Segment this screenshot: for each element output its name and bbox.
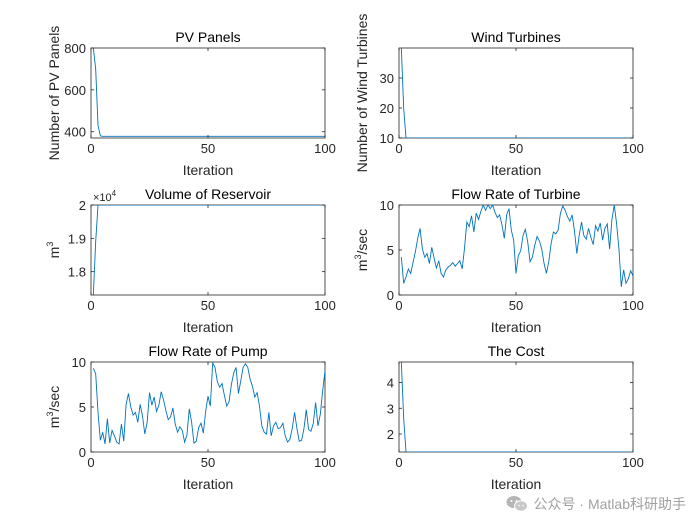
chart-title: Volume of Reservoir bbox=[145, 186, 271, 202]
x-tick-label: 50 bbox=[201, 141, 215, 156]
x-tick-label: 100 bbox=[622, 298, 644, 313]
x-tick-label: 100 bbox=[622, 455, 644, 470]
y-axis-label: m3/sec bbox=[353, 229, 370, 271]
y-axis-label: Number of PV Panels bbox=[46, 26, 62, 161]
x-axis-label: Iteration bbox=[183, 319, 234, 335]
y-tick-label: 1.8 bbox=[68, 265, 86, 280]
y-axis-label: m3/sec bbox=[45, 386, 62, 428]
x-tick-label: 0 bbox=[395, 455, 402, 470]
subplot-2: 0 50 100 10 20 30 Wind Turbines Iteration Number… bbox=[354, 14, 644, 178]
y-tick-label: 2 bbox=[387, 427, 394, 442]
x-axis-label: Iteration bbox=[491, 162, 542, 178]
x-tick-label: 50 bbox=[509, 455, 523, 470]
x-tick-label: 0 bbox=[395, 141, 402, 156]
chart-title: The Cost bbox=[488, 343, 545, 359]
x-tick-label: 100 bbox=[622, 141, 644, 156]
y-tick-label: 0 bbox=[79, 445, 86, 460]
subplot-1: 0 50 100 400 600 800 PV Panels Iteration Number … bbox=[46, 26, 336, 178]
y-exponent-label: ×104 bbox=[93, 189, 117, 204]
x-tick-label: 50 bbox=[201, 455, 215, 470]
y-tick-label: 30 bbox=[380, 71, 394, 86]
subplot-3: 0 50 100 1.8 1.9 2 Volume of Reservoir Iteratio… bbox=[45, 186, 336, 335]
y-tick-label: 5 bbox=[387, 243, 394, 258]
data-series-line bbox=[92, 362, 325, 445]
x-tick-label: 100 bbox=[314, 455, 336, 470]
subplot-5: 0 50 100 0 5 10 Flow Rate of Pump Iteration m3/s… bbox=[45, 343, 336, 492]
chart-title: Wind Turbines bbox=[471, 29, 560, 45]
axes-box bbox=[398, 361, 634, 453]
axes-box bbox=[90, 204, 326, 296]
x-tick-label: 0 bbox=[395, 298, 402, 313]
x-tick-label: 50 bbox=[201, 298, 215, 313]
watermark: 公众号 · Matlab科研助手 bbox=[506, 493, 686, 515]
y-tick-label: 4 bbox=[387, 376, 394, 391]
x-axis-label: Iteration bbox=[491, 319, 542, 335]
chart-title: Flow Rate of Turbine bbox=[451, 186, 580, 202]
x-tick-label: 0 bbox=[87, 141, 94, 156]
y-tick-label: 800 bbox=[64, 41, 86, 56]
x-axis-label: Iteration bbox=[183, 476, 234, 492]
axes-box bbox=[398, 47, 634, 139]
y-tick-label: 10 bbox=[72, 355, 86, 370]
data-series-line bbox=[92, 48, 325, 137]
x-tick-label: 100 bbox=[314, 141, 336, 156]
chart-title: PV Panels bbox=[175, 29, 240, 45]
y-tick-label: 400 bbox=[64, 125, 86, 140]
wechat-icon bbox=[506, 496, 528, 512]
x-tick-label: 0 bbox=[87, 298, 94, 313]
x-axis-label: Iteration bbox=[183, 162, 234, 178]
x-axis-label: Iteration bbox=[491, 476, 542, 492]
y-tick-label: 1.9 bbox=[68, 231, 86, 246]
subplot-4: 0 50 100 0 5 10 Flow Rate of Turbine Iteration m… bbox=[353, 186, 644, 335]
data-series-line bbox=[400, 205, 633, 287]
y-tick-label: 600 bbox=[64, 83, 86, 98]
x-tick-label: 50 bbox=[509, 298, 523, 313]
axes-box bbox=[398, 204, 634, 296]
y-tick-label: 10 bbox=[380, 131, 394, 146]
x-tick-label: 0 bbox=[87, 455, 94, 470]
subplot-6: 0 50 100 2 3 4 The Cost Iteration bbox=[387, 343, 644, 492]
y-axis-label: Number of Wind Turbines bbox=[354, 14, 370, 173]
watermark-text: 公众号 · Matlab科研助手 bbox=[533, 496, 686, 512]
y-tick-label: 0 bbox=[387, 288, 394, 303]
y-tick-label: 5 bbox=[79, 400, 86, 415]
y-tick-label: 2 bbox=[79, 198, 86, 213]
axes-box bbox=[90, 47, 326, 139]
chart-title: Flow Rate of Pump bbox=[148, 343, 267, 359]
x-tick-label: 50 bbox=[509, 141, 523, 156]
y-axis-label: m3 bbox=[45, 242, 62, 259]
y-tick-label: 3 bbox=[387, 401, 394, 416]
x-tick-label: 100 bbox=[314, 298, 336, 313]
y-tick-label: 10 bbox=[380, 198, 394, 213]
y-tick-label: 20 bbox=[380, 101, 394, 116]
